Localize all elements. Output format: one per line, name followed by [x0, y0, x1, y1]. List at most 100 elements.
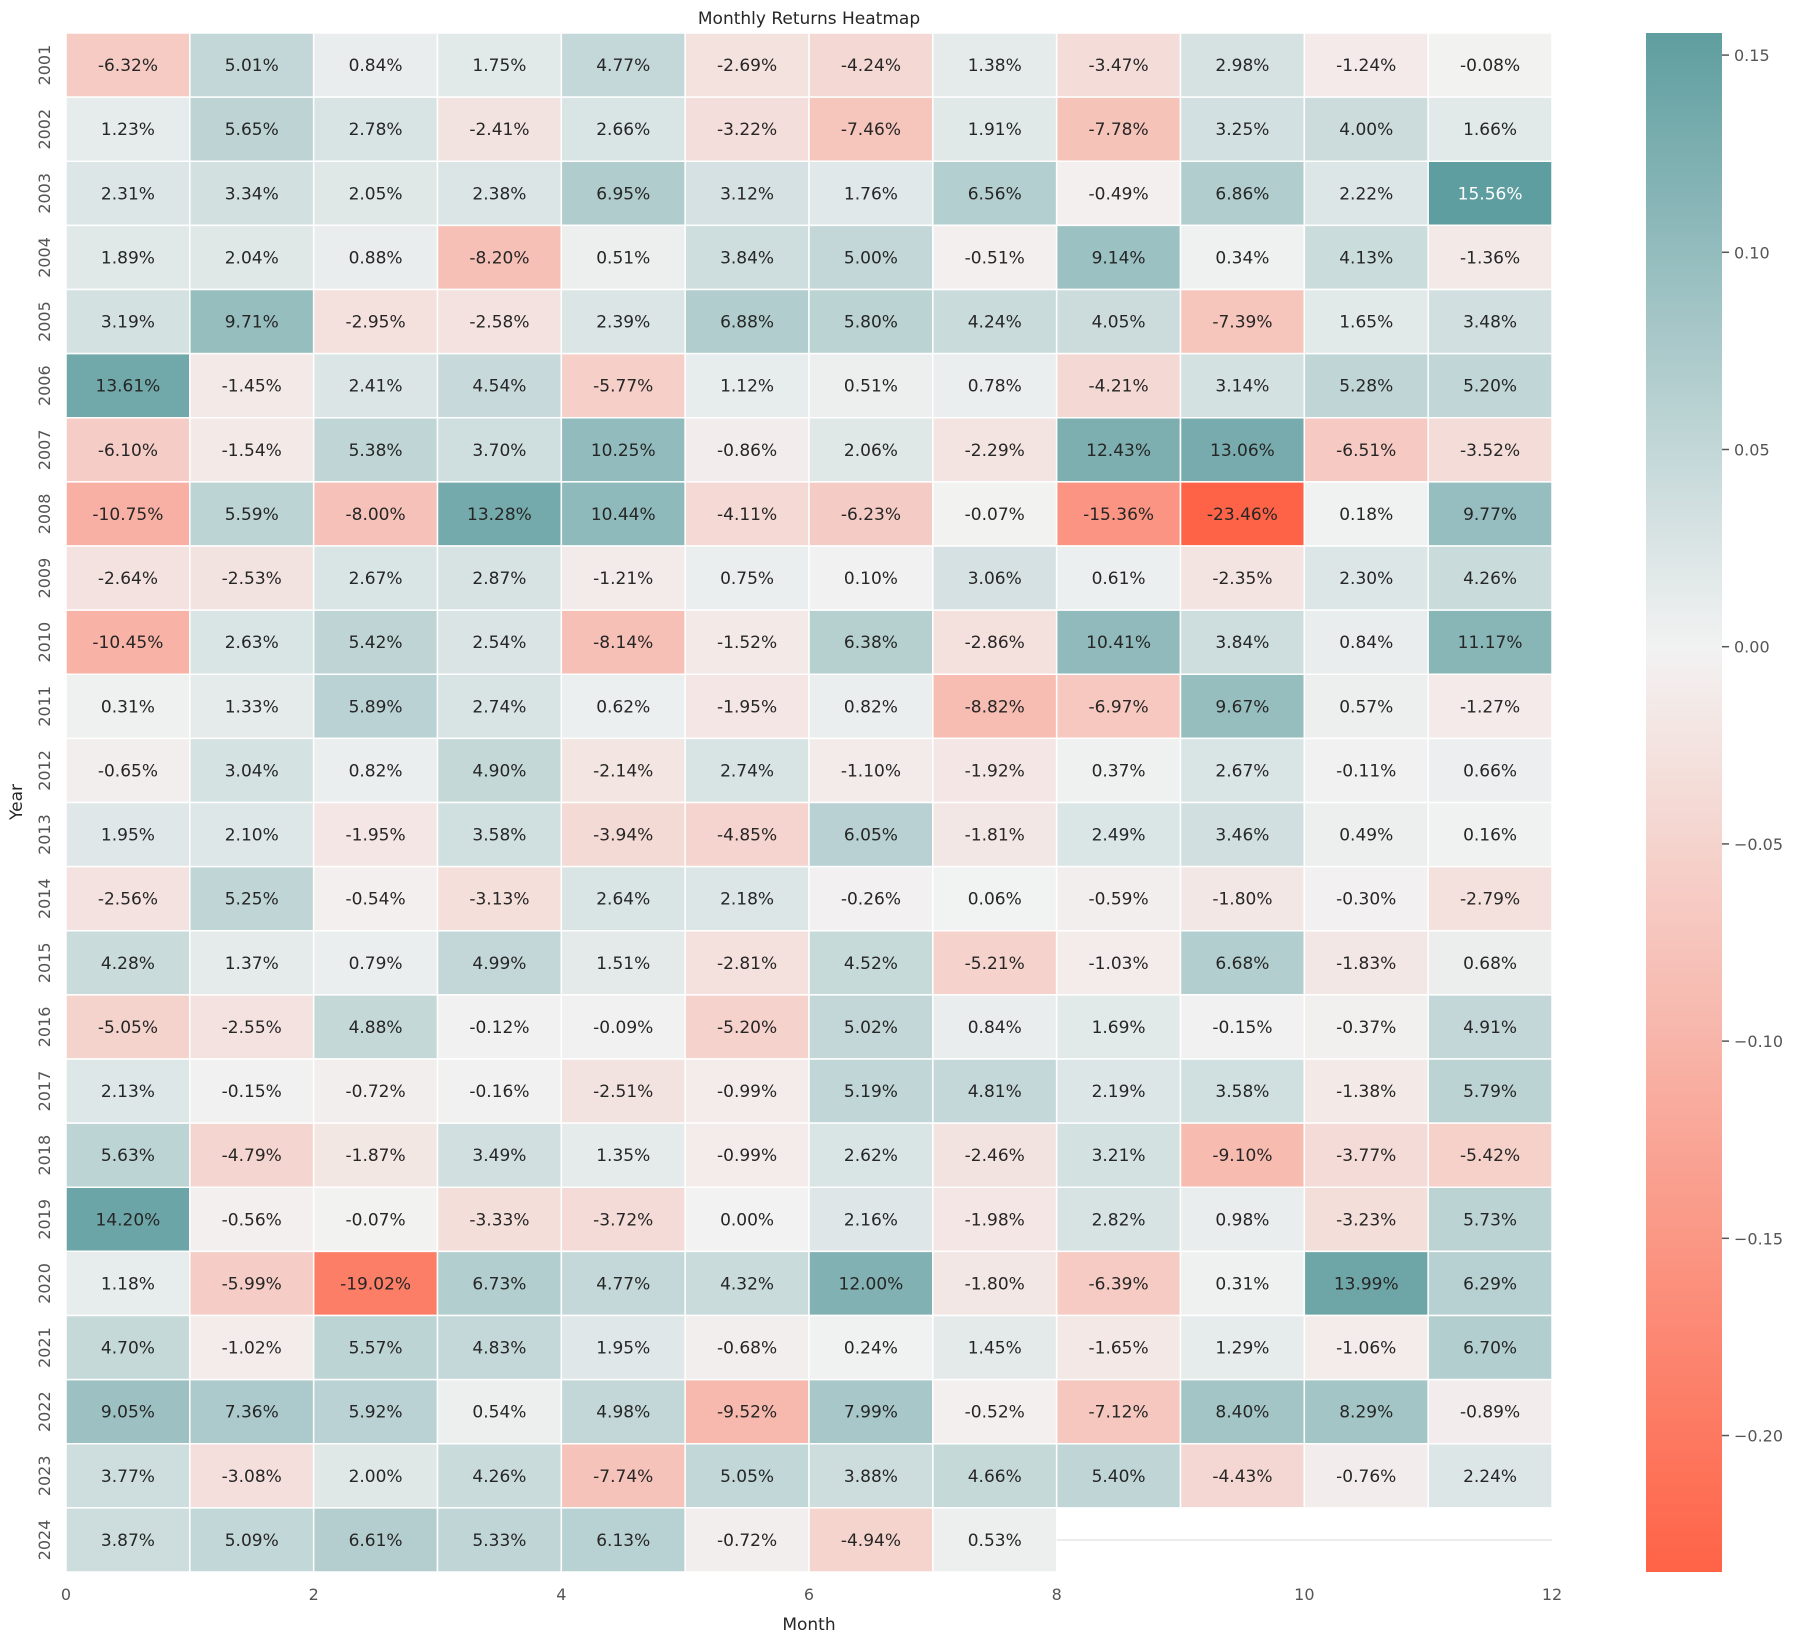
heatmap-cell: [189, 288, 315, 355]
heatmap-cell: [436, 545, 563, 611]
heatmap-cell: [1055, 930, 1182, 996]
cell-label: 5.28%: [1339, 377, 1393, 397]
cell-label: 4.77%: [596, 1274, 650, 1294]
cell-label: 0.18%: [1339, 505, 1393, 525]
heatmap-cell: [189, 545, 315, 611]
cell-label: 9.14%: [1092, 248, 1146, 268]
cell-label: 3.84%: [720, 248, 774, 268]
heatmap-cell: [436, 352, 563, 419]
heatmap-cell: [808, 801, 934, 868]
cell-label: -7.78%: [1089, 120, 1149, 140]
cell-label: 4.66%: [968, 1467, 1022, 1487]
heatmap-cell: [1427, 417, 1553, 483]
heatmap-cell: [65, 1186, 191, 1253]
cell-label: -2.86%: [965, 633, 1025, 653]
heatmap-cell: [312, 994, 439, 1060]
x-tick-label: 12: [1542, 1585, 1562, 1604]
cell-label: -1.98%: [965, 1210, 1025, 1230]
cell-label: -0.15%: [1212, 1018, 1272, 1038]
cell-label: -2.46%: [965, 1146, 1025, 1166]
heatmap-cell: [1303, 1250, 1429, 1317]
heatmap-cell: [65, 160, 191, 227]
heatmap-cell: [1427, 160, 1553, 227]
cell-label: -8.00%: [346, 505, 406, 525]
heatmap-cell: [1303, 673, 1429, 740]
colorbar-tick-label: 0.00: [1734, 638, 1770, 657]
heatmap-cell: [560, 1378, 686, 1445]
cell-label: 4.26%: [1463, 569, 1517, 589]
heatmap-cell: [684, 224, 810, 291]
heatmap-cell: [808, 1250, 934, 1317]
cell-label: 5.42%: [349, 633, 403, 653]
heatmap-cell: [436, 224, 563, 291]
cell-label: 0.31%: [101, 697, 155, 717]
cell-label: -4.79%: [222, 1146, 282, 1166]
heatmap-cell: [1427, 1058, 1553, 1124]
cell-label: -0.89%: [1460, 1403, 1520, 1423]
cell-label: 2.49%: [1092, 826, 1146, 846]
cell-label: 6.88%: [720, 313, 774, 333]
heatmap-cell: [1303, 481, 1429, 547]
heatmap-cell: [1427, 801, 1553, 868]
heatmap-cell: [1303, 1378, 1429, 1445]
cell-label: 2.62%: [844, 1146, 898, 1166]
cell-label: 2.04%: [225, 248, 279, 268]
heatmap-cell: [684, 545, 810, 611]
cell-label: -2.51%: [593, 1082, 653, 1102]
heatmap-cell: [1179, 96, 1306, 162]
cell-label: -2.81%: [717, 954, 777, 974]
cell-label: -2.14%: [593, 761, 653, 781]
cell-label: 5.00%: [844, 248, 898, 268]
heatmap-cell: [808, 1122, 934, 1188]
cell-label: -1.92%: [965, 761, 1025, 781]
cell-label: 13.06%: [1210, 441, 1275, 461]
cell-label: 3.34%: [225, 184, 279, 204]
cell-label: -1.21%: [593, 569, 653, 589]
heatmap-cell: [312, 160, 439, 227]
cell-label: 1.95%: [596, 1339, 650, 1359]
heatmap-cell: [436, 1378, 563, 1445]
heatmap-cell: [808, 737, 934, 804]
cell-label: -3.52%: [1460, 441, 1520, 461]
x-tick-label: 4: [556, 1585, 566, 1604]
y-tick-label: 2008: [35, 494, 54, 535]
heatmap-cell: [684, 865, 810, 932]
heatmap-cell: [1427, 1314, 1553, 1381]
heatmap-cell: [1055, 224, 1182, 291]
cell-label: -1.54%: [222, 441, 282, 461]
y-tick-label: 2009: [35, 558, 54, 599]
heatmap-cell: [1055, 1314, 1182, 1381]
heatmap-cell: [808, 96, 934, 162]
cell-label: 4.00%: [1339, 120, 1393, 140]
cell-label: 2.87%: [472, 569, 526, 589]
cell-label: 3.77%: [101, 1467, 155, 1487]
cell-label: 8.29%: [1339, 1403, 1393, 1423]
cell-label: 2.16%: [844, 1210, 898, 1230]
cell-label: 3.04%: [225, 761, 279, 781]
cell-label: -6.51%: [1336, 441, 1396, 461]
heatmap-cell: [560, 96, 686, 162]
heatmap-cell: [560, 160, 686, 227]
heatmap-cell: [1427, 32, 1553, 98]
cell-label: 2.74%: [472, 697, 526, 717]
cell-label: -3.47%: [1089, 56, 1149, 76]
heatmap-cell: [65, 32, 191, 98]
cell-label: -0.76%: [1336, 1467, 1396, 1487]
heatmap-cell: [1179, 1122, 1306, 1188]
cell-label: -0.30%: [1336, 890, 1396, 910]
y-tick-label: 2003: [35, 173, 54, 214]
cell-label: -2.69%: [717, 56, 777, 76]
cell-label: 6.95%: [596, 184, 650, 204]
y-tick-label: 2006: [35, 365, 54, 406]
heatmap-cell: [1303, 288, 1429, 355]
chart-title: Monthly Returns Heatmap: [698, 9, 920, 29]
cell-label: -4.21%: [1089, 377, 1149, 397]
y-tick-label: 2005: [35, 301, 54, 342]
heatmap-cell: [65, 417, 191, 483]
cell-label: -8.82%: [965, 697, 1025, 717]
heatmap-cell: [436, 1186, 563, 1253]
heatmap-cell: [312, 224, 439, 291]
heatmap-cell: [189, 32, 315, 98]
x-tick-label: 6: [804, 1585, 814, 1604]
heatmap-cell: [312, 32, 439, 98]
